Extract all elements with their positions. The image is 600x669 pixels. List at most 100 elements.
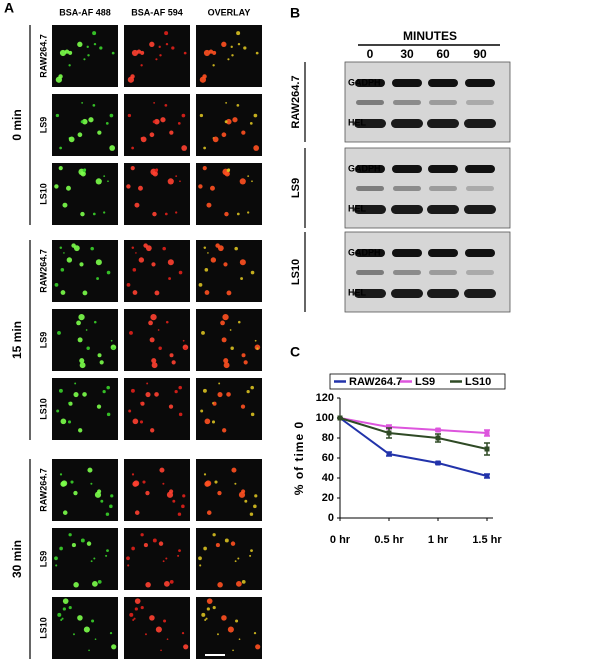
vesicle bbox=[109, 113, 114, 118]
vesicle bbox=[183, 51, 187, 55]
vesicle bbox=[199, 113, 204, 118]
vesicle bbox=[103, 211, 106, 214]
lane-label: 30 bbox=[400, 47, 414, 61]
vesicle bbox=[106, 549, 109, 552]
vesicle bbox=[105, 554, 108, 557]
vesicle bbox=[68, 136, 75, 143]
vesicle bbox=[181, 504, 185, 509]
blot-header: MINUTES bbox=[403, 29, 457, 43]
row-label: RAW264.7 bbox=[38, 468, 48, 512]
band bbox=[393, 270, 421, 275]
vesicle bbox=[178, 270, 183, 275]
vesicle bbox=[212, 50, 217, 55]
vesicle bbox=[111, 644, 117, 650]
vesicle bbox=[157, 329, 160, 331]
vesicle bbox=[224, 538, 229, 543]
band bbox=[429, 270, 457, 275]
band bbox=[354, 119, 386, 128]
vesicle bbox=[236, 212, 240, 216]
band bbox=[427, 119, 459, 128]
vesicle bbox=[232, 649, 234, 652]
vesicle bbox=[59, 49, 67, 57]
vesicle bbox=[158, 346, 162, 350]
vesicle bbox=[244, 499, 248, 503]
vesicle bbox=[254, 339, 257, 342]
vesicle bbox=[62, 607, 66, 611]
vesicle bbox=[152, 171, 158, 177]
vesicle bbox=[76, 320, 81, 326]
y-tick-label: 120 bbox=[316, 392, 334, 404]
vesicle bbox=[217, 582, 223, 588]
vesicle bbox=[206, 607, 210, 611]
vesicle bbox=[221, 337, 227, 343]
vesicle bbox=[237, 557, 240, 560]
vesicle bbox=[206, 510, 212, 515]
vesicle bbox=[60, 268, 65, 272]
vesicle bbox=[70, 480, 74, 484]
vesicle bbox=[79, 362, 86, 369]
point bbox=[337, 415, 343, 421]
vesicle bbox=[164, 104, 168, 107]
band bbox=[466, 100, 494, 105]
vesicle bbox=[169, 489, 174, 494]
point bbox=[386, 430, 392, 436]
vesicle bbox=[251, 180, 253, 183]
vesicle bbox=[134, 202, 140, 208]
band bbox=[428, 165, 458, 173]
vesicle bbox=[169, 130, 174, 135]
band bbox=[464, 119, 496, 128]
band bbox=[392, 249, 422, 257]
micrograph bbox=[196, 528, 262, 590]
vesicle bbox=[239, 259, 246, 266]
band-label: GADPH bbox=[348, 163, 381, 173]
y-tick-label: 60 bbox=[322, 452, 334, 464]
micrograph bbox=[124, 528, 190, 590]
vesicle bbox=[86, 346, 90, 350]
vesicle bbox=[223, 362, 230, 369]
group-label: 30 min bbox=[10, 540, 24, 578]
vesicle bbox=[134, 598, 141, 604]
vesicle bbox=[140, 50, 145, 55]
vesicle bbox=[132, 619, 135, 622]
vesicle bbox=[129, 612, 134, 617]
vesicle bbox=[169, 580, 174, 584]
vesicle bbox=[95, 259, 102, 266]
vesicle bbox=[132, 418, 139, 425]
vesicle bbox=[105, 512, 110, 516]
blot-label: RAW264.7 bbox=[290, 75, 302, 128]
vesicle bbox=[164, 212, 168, 216]
vesicle bbox=[234, 246, 238, 251]
vesicle bbox=[88, 117, 94, 123]
point bbox=[484, 430, 490, 436]
vesicle bbox=[77, 615, 83, 621]
vesicle bbox=[203, 546, 207, 551]
band-label: HEL bbox=[348, 203, 367, 213]
vesicle bbox=[198, 282, 203, 287]
vesicle bbox=[238, 638, 241, 641]
band bbox=[391, 205, 423, 214]
vesicle bbox=[225, 101, 228, 104]
vesicle bbox=[178, 412, 183, 417]
vesicle bbox=[249, 554, 252, 557]
vesicle bbox=[236, 104, 240, 107]
vesicle bbox=[131, 49, 139, 57]
vesicle bbox=[221, 132, 227, 138]
vesicle bbox=[140, 402, 142, 404]
vesicle bbox=[128, 409, 132, 413]
vesicle bbox=[143, 543, 148, 548]
vesicle bbox=[171, 360, 176, 365]
vesicle bbox=[178, 549, 181, 552]
vesicle bbox=[54, 282, 59, 287]
legend-label: RAW264.7 bbox=[349, 376, 402, 388]
vesicle bbox=[181, 632, 185, 635]
y-tick-label: 20 bbox=[322, 492, 334, 504]
vesicle bbox=[90, 560, 93, 563]
vesicle bbox=[204, 619, 207, 622]
vesicle bbox=[58, 166, 63, 171]
vesicle bbox=[131, 473, 135, 476]
vesicle bbox=[56, 409, 60, 413]
vesicle bbox=[166, 638, 169, 641]
vesicle bbox=[145, 633, 147, 636]
vesicle bbox=[90, 482, 93, 485]
band bbox=[354, 289, 386, 298]
